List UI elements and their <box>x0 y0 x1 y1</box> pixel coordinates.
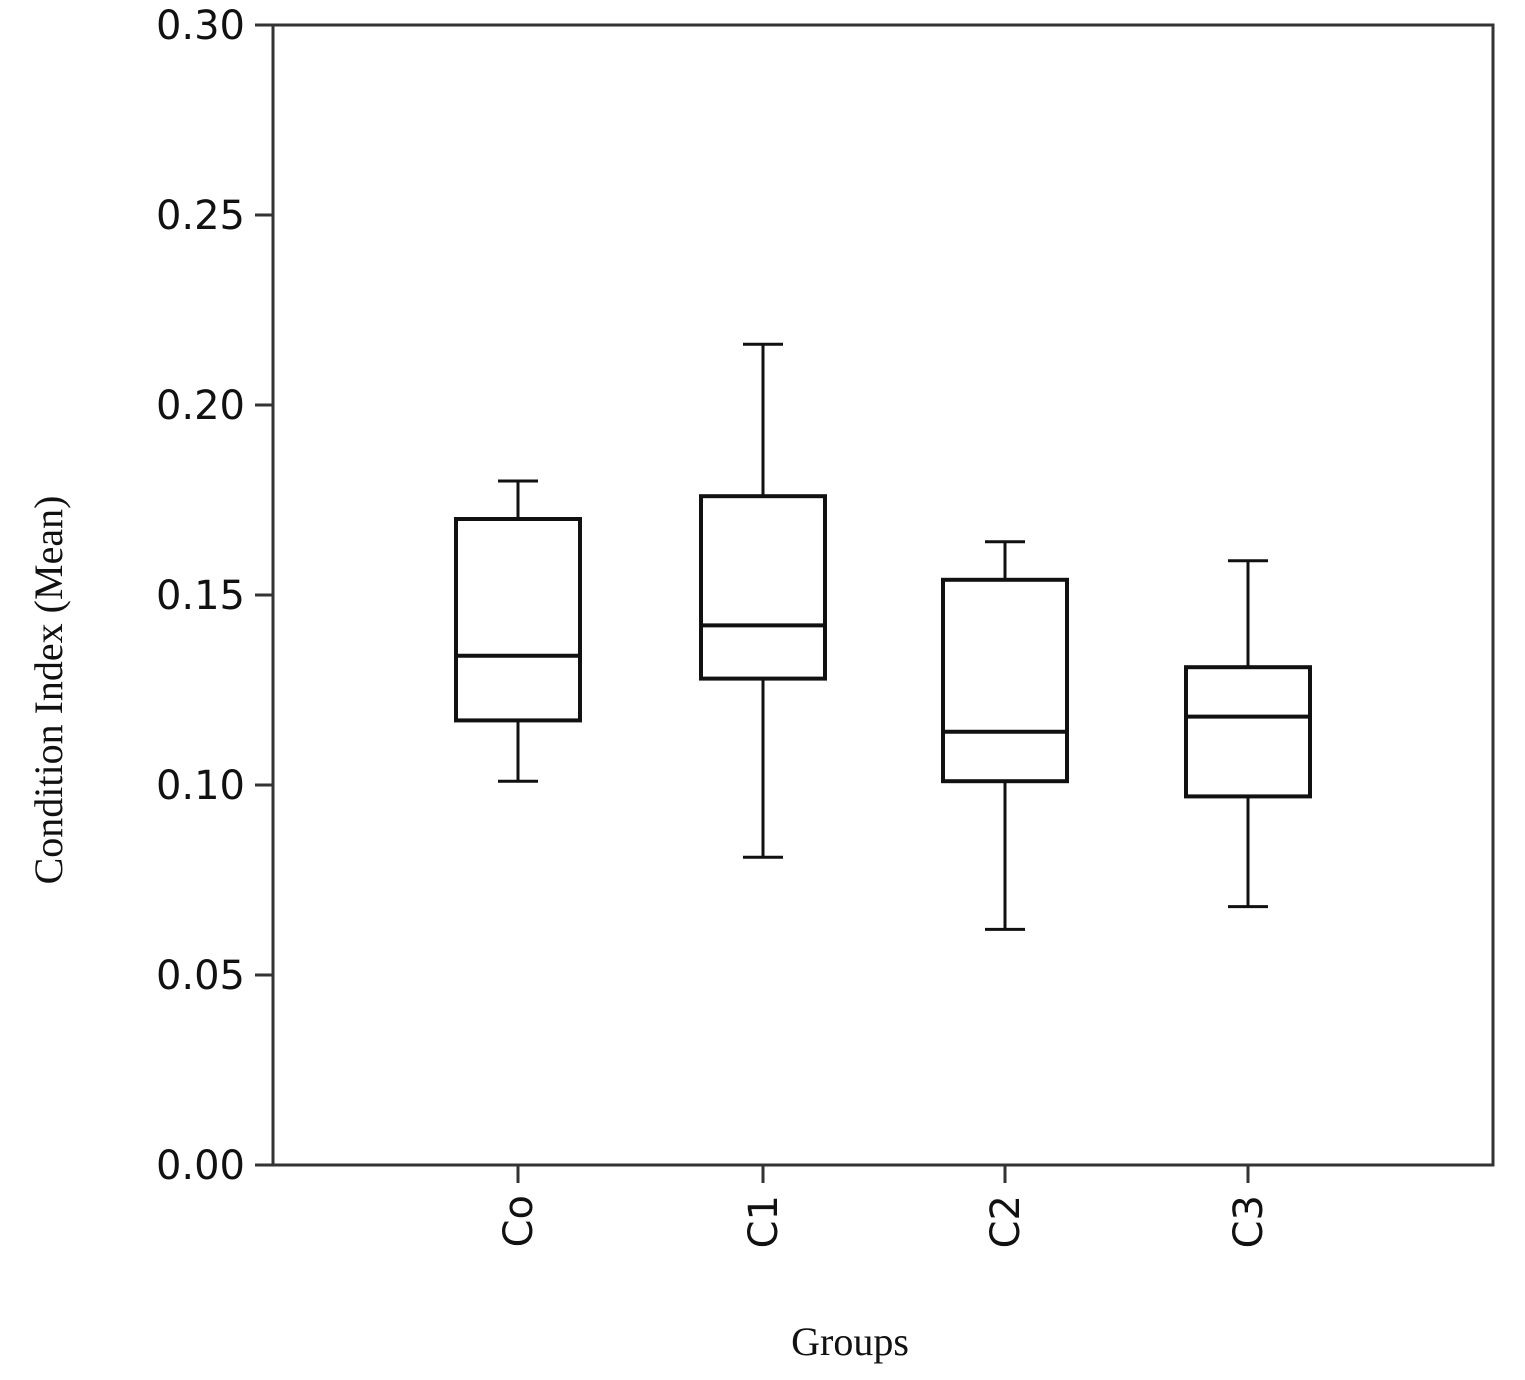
x-axis: Co C1 C2 C3 <box>496 1165 1272 1248</box>
iqr-box <box>699 494 827 681</box>
x-axis-title: Groups <box>791 1319 909 1364</box>
y-tick-label: 0.30 <box>156 3 245 49</box>
box-c2 <box>941 540 1069 931</box>
box-series <box>454 342 1312 931</box>
y-tick-label: 0.15 <box>156 573 245 619</box>
y-axis: 0.00 0.05 0.10 0.15 0.20 0.25 0.30 <box>156 3 273 1189</box>
iqr-box <box>941 577 1069 784</box>
y-tick-label: 0.20 <box>156 383 245 429</box>
y-tick-label: 0.10 <box>156 763 245 809</box>
iqr-box <box>1184 665 1312 799</box>
box-c3 <box>1184 559 1312 909</box>
iqr-box <box>454 517 582 723</box>
y-axis-title: Condition Index (Mean) <box>26 496 71 885</box>
y-tick-label: 0.05 <box>156 953 245 999</box>
x-tick-label: C3 <box>1226 1195 1272 1248</box>
box-c1 <box>699 342 827 859</box>
y-tick-label: 0.25 <box>156 193 245 239</box>
x-tick-label: C2 <box>983 1195 1029 1248</box>
x-tick-label: Co <box>496 1195 542 1247</box>
box-co <box>454 479 582 783</box>
x-tick-label: C1 <box>741 1195 787 1248</box>
y-tick-label: 0.00 <box>156 1143 245 1189</box>
